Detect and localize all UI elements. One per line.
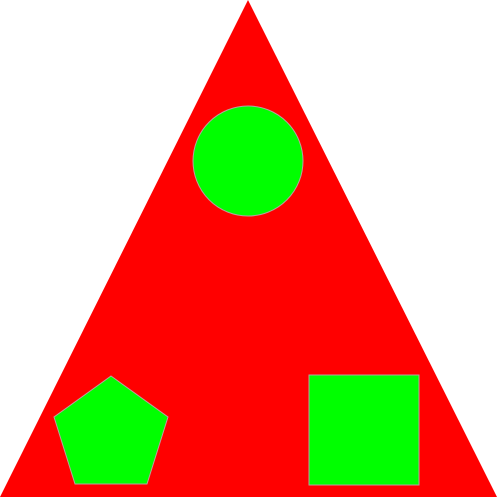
green-circle <box>192 105 304 217</box>
green-pentagon <box>53 375 169 485</box>
green-square <box>308 374 420 486</box>
